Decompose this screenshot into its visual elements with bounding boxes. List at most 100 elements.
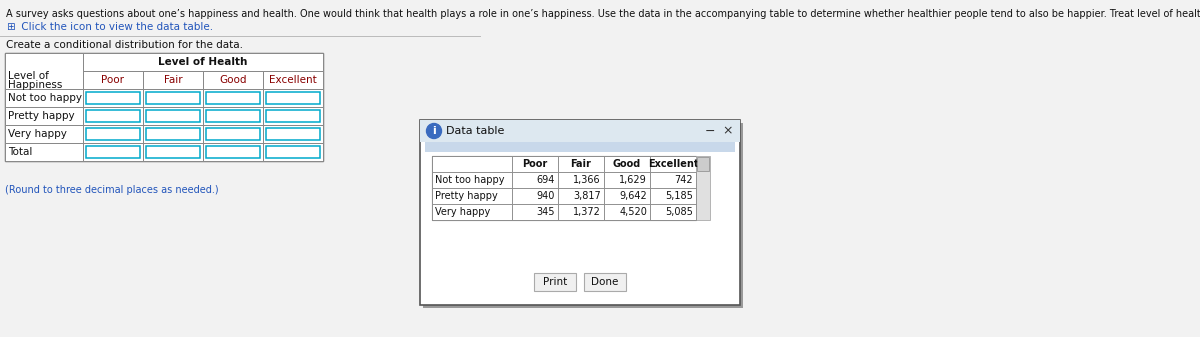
Bar [203, 89, 263, 107]
Bar [206, 92, 260, 104]
Bar [86, 146, 140, 158]
Bar [263, 125, 323, 143]
Text: Total: Total [8, 147, 32, 157]
Bar [83, 89, 143, 107]
Text: Excellent: Excellent [269, 75, 317, 85]
Text: 1,372: 1,372 [574, 207, 601, 217]
Bar [5, 143, 83, 161]
Bar [266, 92, 320, 104]
Bar [512, 204, 558, 220]
Text: Not too happy: Not too happy [8, 93, 82, 103]
Bar [203, 71, 263, 89]
Text: A survey asks questions about one’s happiness and health. One would think that h: A survey asks questions about one’s happ… [6, 9, 1200, 19]
Bar [558, 172, 604, 188]
Text: 345: 345 [536, 207, 554, 217]
Bar [83, 71, 143, 89]
Bar [650, 188, 696, 204]
Text: 694: 694 [536, 175, 554, 185]
Text: Good: Good [613, 159, 641, 169]
Bar [266, 146, 320, 158]
Bar [203, 125, 263, 143]
Text: ⊞: ⊞ [6, 22, 14, 32]
Bar [604, 188, 650, 204]
Text: Pretty happy: Pretty happy [8, 111, 74, 121]
Bar [143, 107, 203, 125]
Bar [420, 120, 740, 305]
Bar [512, 156, 558, 172]
Bar [650, 204, 696, 220]
Text: 742: 742 [674, 175, 694, 185]
Text: Pretty happy: Pretty happy [436, 191, 498, 201]
Text: −: − [704, 124, 715, 137]
Text: Excellent: Excellent [648, 159, 698, 169]
Text: Click the icon to view the data table.: Click the icon to view the data table. [18, 22, 214, 32]
Text: Very happy: Very happy [436, 207, 491, 217]
Text: 940: 940 [536, 191, 554, 201]
Text: Level of Health: Level of Health [158, 57, 247, 67]
Bar [263, 143, 323, 161]
Bar [143, 143, 203, 161]
Bar [512, 172, 558, 188]
Bar [558, 204, 604, 220]
Bar [512, 188, 558, 204]
Text: Poor: Poor [102, 75, 125, 85]
Text: 1,366: 1,366 [574, 175, 601, 185]
Bar [146, 92, 200, 104]
Text: Data table: Data table [446, 126, 504, 136]
Text: Happiness: Happiness [8, 80, 62, 90]
Bar [558, 156, 604, 172]
Text: 4,520: 4,520 [619, 207, 647, 217]
Text: 5,185: 5,185 [665, 191, 694, 201]
Bar [143, 89, 203, 107]
Bar [83, 125, 143, 143]
Bar [266, 128, 320, 140]
Text: (Round to three decimal places as needed.): (Round to three decimal places as needed… [5, 185, 218, 195]
Text: Done: Done [592, 277, 619, 287]
Text: i: i [432, 126, 436, 136]
Bar [146, 110, 200, 122]
Bar [206, 110, 260, 122]
Bar [5, 53, 83, 89]
Bar [263, 71, 323, 89]
Text: Fair: Fair [570, 159, 592, 169]
Text: Print: Print [542, 277, 568, 287]
Bar [206, 128, 260, 140]
Bar [650, 172, 696, 188]
Bar [432, 156, 696, 220]
Bar [266, 110, 320, 122]
Bar [143, 125, 203, 143]
Bar [263, 89, 323, 107]
Bar [604, 156, 650, 172]
Bar [5, 107, 83, 125]
Bar [203, 107, 263, 125]
Bar [86, 92, 140, 104]
Bar [83, 143, 143, 161]
Bar [86, 128, 140, 140]
Text: Fair: Fair [163, 75, 182, 85]
Text: ×: × [722, 124, 733, 137]
Bar [650, 156, 696, 172]
Bar [83, 53, 323, 71]
Bar [697, 157, 709, 171]
Text: Good: Good [220, 75, 247, 85]
Bar [83, 107, 143, 125]
Bar [432, 156, 512, 172]
Text: 9,642: 9,642 [619, 191, 647, 201]
Text: 5,085: 5,085 [665, 207, 694, 217]
Bar [424, 123, 743, 308]
Bar [5, 125, 83, 143]
Bar [420, 120, 740, 142]
Bar [146, 128, 200, 140]
Bar [425, 142, 734, 152]
Bar [558, 188, 604, 204]
Circle shape [426, 123, 442, 139]
Bar [604, 204, 650, 220]
Bar [696, 156, 710, 220]
Text: Not too happy: Not too happy [436, 175, 504, 185]
Bar [263, 107, 323, 125]
Bar [203, 143, 263, 161]
Bar [146, 146, 200, 158]
Bar [5, 89, 83, 107]
Text: 3,817: 3,817 [574, 191, 601, 201]
Bar [584, 273, 626, 291]
